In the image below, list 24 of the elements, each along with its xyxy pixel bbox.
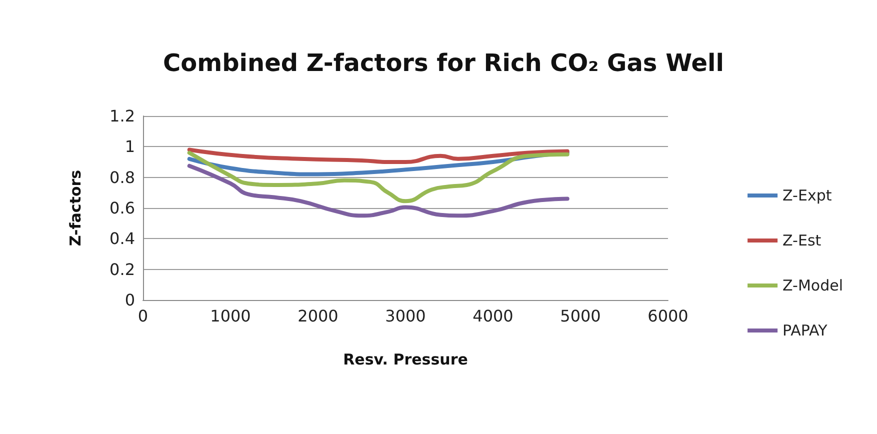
chart-title: Combined Z-factors for Rich CO₂ Gas Well	[163, 49, 724, 77]
y-tick-label: 0.4	[110, 229, 135, 248]
y-axis-title: Z-factors	[66, 170, 84, 246]
line-series	[187, 150, 570, 204]
legend-label: PAPAY	[782, 322, 828, 340]
y-tick-label: 1	[124, 137, 135, 156]
line-series	[187, 164, 570, 218]
x-axis-title: Resv. Pressure	[343, 350, 468, 368]
legend-label: Z-Est	[782, 232, 822, 250]
y-tick-label: 0.8	[110, 168, 135, 187]
y-tick-label: 1.2	[110, 106, 135, 126]
x-tick-label: 0	[138, 306, 148, 326]
legend-label: Z-Model	[782, 276, 844, 294]
x-tick-label: 3000	[385, 306, 426, 326]
y-tick-label: 0	[124, 290, 135, 310]
legend-label: Z-Expt	[782, 186, 832, 204]
y-tick-label: 0.2	[110, 260, 135, 279]
x-tick-label: 6000	[648, 306, 688, 326]
x-tick-label: 1000	[210, 306, 251, 326]
line-series	[187, 148, 570, 164]
x-tick-label: 5000	[560, 306, 601, 326]
y-tick-label: 0.6	[110, 198, 135, 218]
x-tick-label: 2000	[298, 306, 338, 326]
x-tick-label: 4000	[472, 306, 514, 326]
